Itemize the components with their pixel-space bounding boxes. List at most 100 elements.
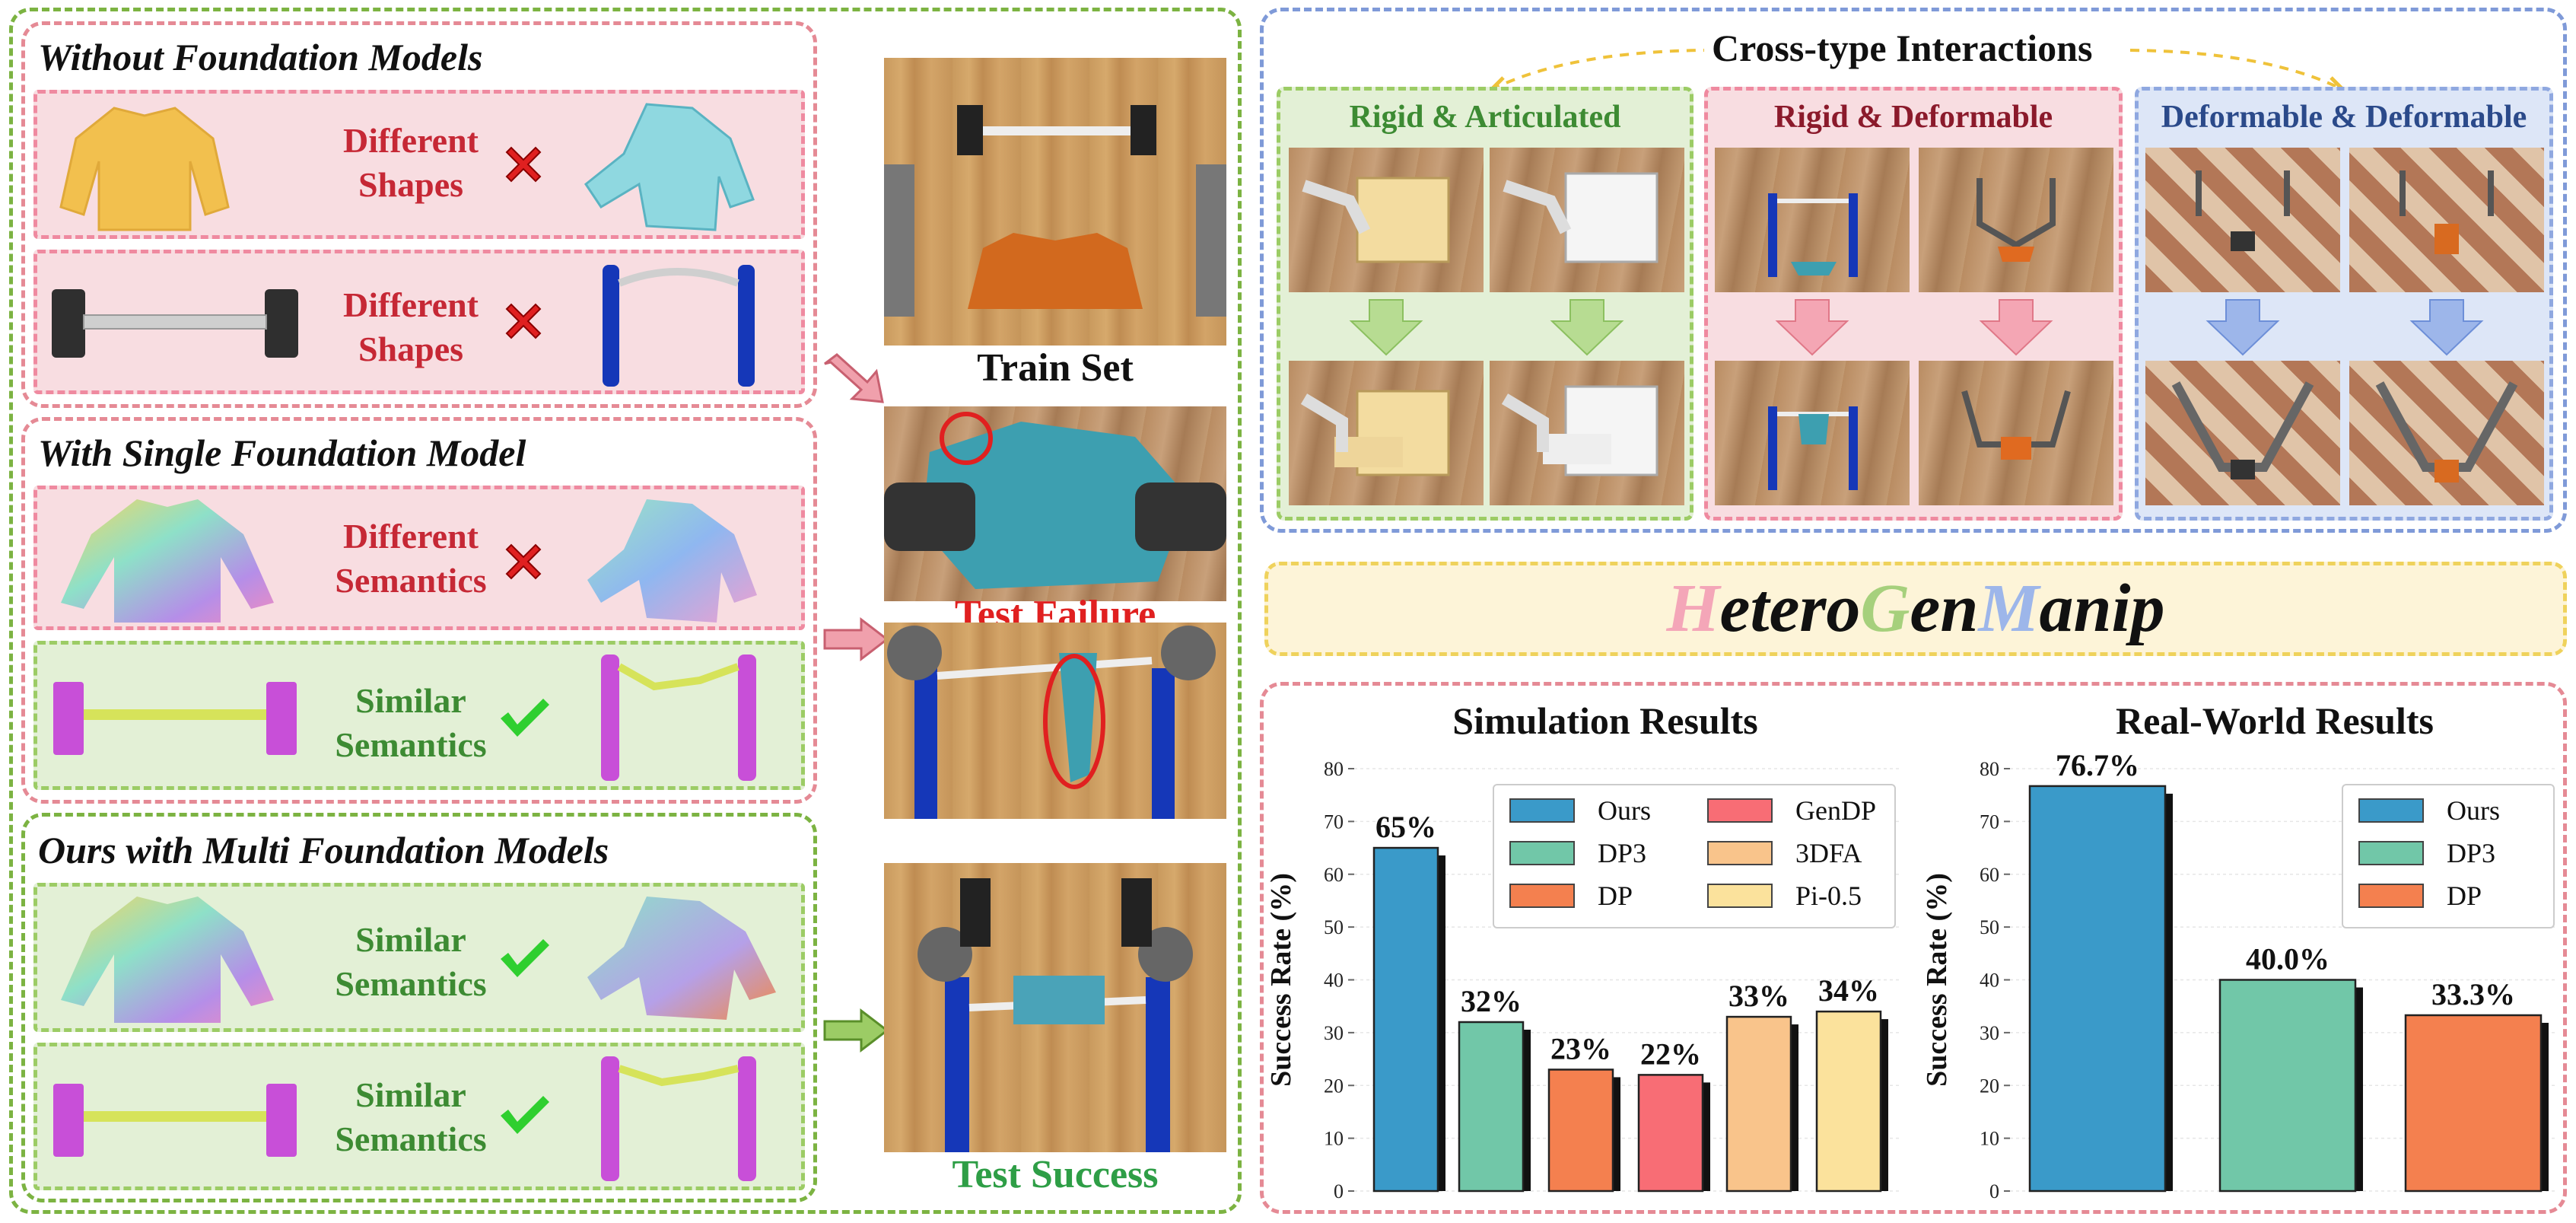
brand-title: HeteroGenManip — [1264, 569, 2567, 648]
brand-part-anip: anip — [2039, 571, 2165, 646]
brand-letter-h: H — [1666, 571, 1720, 646]
train-set-caption: Train Set — [977, 346, 1134, 390]
legend-label-pi05: Pi-0.5 — [1795, 881, 1862, 911]
legend-item-3dfa: 3DFA — [1707, 837, 1862, 869]
legend-swatch-3dfa — [1707, 841, 1773, 865]
bar-value-label: 32% — [1461, 984, 1522, 1018]
y-tick-label: 30 — [1980, 1022, 1999, 1044]
purple-rack-feature-image — [46, 670, 304, 761]
without-row1-label: Different Shapes — [312, 119, 510, 207]
brand-letter-m: M — [1978, 571, 2040, 646]
results-panel — [1260, 682, 2567, 1214]
y-tick-label: 20 — [1324, 1075, 1344, 1097]
cross-type-panel — [1260, 8, 2567, 533]
legend-item-ours: Ours — [2358, 795, 2500, 826]
check-mark-icon — [501, 939, 549, 977]
real-chart-title: Real-World Results — [2115, 699, 2434, 742]
deformable-after-image-1 — [2145, 361, 2340, 505]
y-tick-label: 60 — [1980, 864, 1999, 886]
legend-swatch-ours — [1509, 798, 1575, 823]
blue-rack-pointcloud-image — [578, 253, 776, 393]
legend-swatch-dp3 — [2358, 841, 2424, 865]
cross-mark-icon — [505, 543, 542, 580]
rainbow-crumpled-shirt-feature-image — [578, 886, 791, 1029]
check-mark-icon — [501, 699, 549, 737]
purple-rack-deformed-feature-image — [578, 644, 776, 787]
legend-swatch-dp — [2358, 884, 2424, 908]
legend-swatch-gendp — [1707, 798, 1773, 823]
bar-value-label: 33.3% — [2431, 977, 2515, 1011]
without-row1-label-line1: Different — [343, 121, 479, 160]
y-tick-label: 10 — [1980, 1128, 1999, 1150]
rainbow-shirt-feature-image — [53, 886, 281, 1029]
deformable-deformable-title: Deformable & Deformable — [2161, 100, 2527, 135]
without-row2-label: Different Shapes — [312, 283, 510, 371]
bar-dp3 — [1458, 1021, 1525, 1193]
check-mark-icon — [501, 1096, 549, 1134]
rainbow-shirt-feature-image — [53, 489, 281, 627]
bar-dp — [2404, 1014, 2543, 1193]
bar-dp — [1547, 1069, 1614, 1193]
brand-banner — [1264, 562, 2567, 656]
y-tick-label: 0 — [1334, 1180, 1344, 1202]
legend-label-dp: DP — [1598, 881, 1633, 911]
brand-letter-g: G — [1860, 571, 1910, 646]
single-row1-label-line1: Different — [343, 517, 479, 556]
down-arrow-icon — [1979, 299, 2053, 356]
deformable-after-image-2 — [2349, 361, 2544, 505]
left-framework-panel — [9, 8, 1242, 1214]
legend-swatch-ours — [2358, 798, 2424, 823]
bar-value-label: 33% — [1728, 979, 1789, 1013]
simulation-results-chart: Success Rate (%) 0 10 20 30 40 50 60 70 80 65% 32% 2… — [1265, 758, 1902, 1202]
legend-label-gendp: GenDP — [1795, 795, 1876, 826]
orange-cloth-after-image — [1919, 361, 2113, 505]
legend-label-ours: Ours — [1598, 795, 1651, 826]
test-success-scene-image — [884, 863, 1226, 1152]
yellow-shirt-pointcloud-image — [53, 93, 236, 236]
single-section-title: With Single Foundation Model — [38, 432, 526, 474]
legend-label-dp3: DP3 — [2447, 838, 2496, 868]
y-tick-label: 10 — [1324, 1128, 1344, 1150]
ours-row1-label: Similar Semantics — [312, 918, 510, 1006]
test-failure-scene-image-1 — [884, 406, 1226, 601]
y-tick-label: 50 — [1980, 916, 1999, 938]
legend-item-pi05: Pi-0.5 — [1707, 880, 1862, 912]
y-tick-label: 80 — [1980, 758, 1999, 780]
y-tick-label: 70 — [1980, 811, 1999, 833]
rainbow-crumpled-shirt-feature-image — [578, 489, 776, 627]
rack-cloth-after-image — [1715, 361, 1910, 505]
y-tick-label: 40 — [1980, 970, 1999, 992]
y-tick-label: 70 — [1324, 811, 1344, 833]
without-row2-label-line1: Different — [343, 285, 479, 324]
legend-label-dp: DP — [2447, 881, 2482, 911]
down-arrow-icon — [1775, 299, 1849, 356]
y-axis-label: Success Rate (%) — [1265, 873, 1297, 1087]
single-row1-label-line2: Semantics — [335, 561, 487, 600]
purple-rack-feature-image — [46, 1072, 304, 1163]
down-arrow-icon — [1349, 299, 1423, 356]
brand-part-en: en — [1910, 571, 1979, 646]
bar-value-label: 34% — [1818, 973, 1879, 1008]
ours-section-title: Ours with Multi Foundation Models — [38, 829, 609, 871]
single-section — [21, 417, 817, 804]
drawer-after-image-1 — [1289, 361, 1484, 505]
single-row1-label: Different Semantics — [312, 514, 510, 603]
down-arrow-icon — [2409, 299, 2484, 356]
legend-label-dp3: DP3 — [1598, 838, 1647, 868]
legend-label-3dfa: 3DFA — [1795, 838, 1862, 868]
y-tick-label: 20 — [1980, 1075, 1999, 1097]
bar-ours — [2028, 785, 2167, 1193]
ours-row2-label: Similar Semantics — [312, 1073, 510, 1161]
purple-rack-deformed-feature-image — [578, 1046, 776, 1187]
y-tick-label: 30 — [1324, 1022, 1344, 1044]
ours-row1-label-line1: Similar — [355, 920, 466, 959]
test-success-caption: Test Success — [952, 1153, 1159, 1196]
legend-swatch-dp3 — [1509, 841, 1575, 865]
legend-item-gendp: GenDP — [1707, 795, 1876, 826]
arrow-to-test-success-icon — [823, 1008, 889, 1053]
legend-item-dp: DP — [2358, 880, 2482, 912]
cross-mark-icon — [505, 303, 542, 339]
y-tick-label: 0 — [1989, 1180, 1999, 1202]
deformable-before-image-2 — [2349, 148, 2544, 292]
legend-item-ours: Ours — [1509, 795, 1651, 826]
